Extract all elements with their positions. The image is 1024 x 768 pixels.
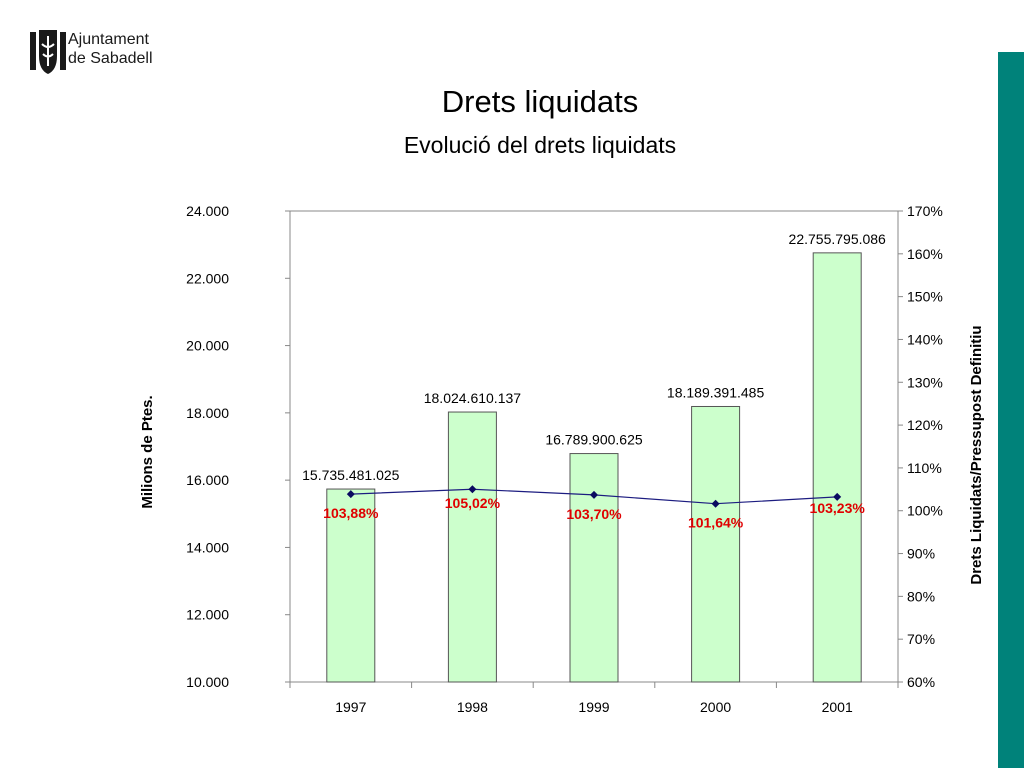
y2-axis-tick-label: 170% bbox=[907, 203, 943, 219]
bar-data-label: 16.789.900.625 bbox=[545, 432, 643, 448]
x-axis-tick-label: 1997 bbox=[335, 699, 366, 715]
bar bbox=[447, 411, 497, 683]
ratio-point bbox=[468, 485, 477, 494]
bar-data-label: 22.755.795.086 bbox=[789, 231, 887, 247]
y-axis-tick-label: 22.000 bbox=[186, 270, 229, 286]
ratio-point bbox=[590, 490, 598, 499]
y-axis-tick-label: 14.000 bbox=[186, 539, 229, 555]
logo-line-2: de Sabadell bbox=[68, 50, 153, 67]
accent-side-bar bbox=[998, 52, 1024, 768]
bar bbox=[569, 453, 619, 683]
ratio-data-label: 103,23% bbox=[810, 500, 866, 516]
y-axis-tick-label: 18.000 bbox=[186, 405, 229, 421]
y2-axis-tick-label: 120% bbox=[907, 417, 943, 433]
ratio-data-label: 103,88% bbox=[323, 505, 379, 521]
y2-axis-tick-label: 110% bbox=[907, 460, 942, 476]
y2-axis-tick-label: 70% bbox=[907, 631, 935, 647]
y2-axis-title: Drets Liquidats/Pressupost Definitiu bbox=[968, 325, 985, 584]
bar-data-label: 18.189.391.485 bbox=[667, 384, 765, 400]
y-axis-tick-label: 12.000 bbox=[186, 607, 229, 623]
bar bbox=[812, 252, 862, 683]
ratio-point bbox=[346, 490, 355, 499]
y2-axis-tick-label: 160% bbox=[907, 246, 943, 262]
y2-axis-tick-label: 140% bbox=[907, 331, 943, 347]
bar bbox=[326, 488, 376, 683]
logo-wordmark: Ajuntament de Sabadell bbox=[68, 30, 153, 68]
y-axis-tick-label: 10.000 bbox=[186, 674, 229, 690]
chart-title: Drets liquidats bbox=[441, 84, 639, 119]
bar-data-label: 15.735.481.025 bbox=[302, 467, 400, 483]
y2-axis-tick-label: 130% bbox=[907, 374, 943, 390]
chart-subtitle: Evolució del drets liquidats bbox=[403, 132, 677, 158]
y-axis-tick-label: 16.000 bbox=[186, 472, 229, 488]
y2-axis-tick-label: 60% bbox=[907, 674, 935, 690]
logo-line-1: Ajuntament bbox=[68, 31, 149, 48]
y-axis-tick-label: 20.000 bbox=[186, 338, 229, 354]
x-axis-tick-label: 1999 bbox=[578, 699, 609, 715]
y2-axis-tick-label: 80% bbox=[907, 588, 935, 604]
y2-axis-tick-label: 100% bbox=[907, 503, 943, 519]
y2-axis-tick-label: 150% bbox=[907, 289, 943, 305]
bar bbox=[691, 405, 741, 683]
y-axis-tick-label: 24.000 bbox=[186, 203, 229, 219]
ratio-data-label: 101,64% bbox=[688, 515, 744, 531]
sabadell-coat-of-arms-icon bbox=[30, 30, 66, 74]
x-axis-tick-label: 1998 bbox=[457, 699, 488, 715]
ratio-point bbox=[711, 499, 720, 508]
y-axis-title: Milions de Ptes. bbox=[139, 395, 156, 508]
bar-data-label: 18.024.610.137 bbox=[424, 390, 522, 406]
ratio-data-label: 105,02% bbox=[445, 495, 501, 511]
ratio-data-label: 103,70% bbox=[566, 506, 622, 522]
x-axis-tick-label: 2001 bbox=[822, 699, 853, 715]
x-axis-tick-label: 2000 bbox=[700, 699, 731, 715]
y2-axis-tick-label: 90% bbox=[907, 546, 935, 562]
ratio-point bbox=[833, 492, 842, 501]
